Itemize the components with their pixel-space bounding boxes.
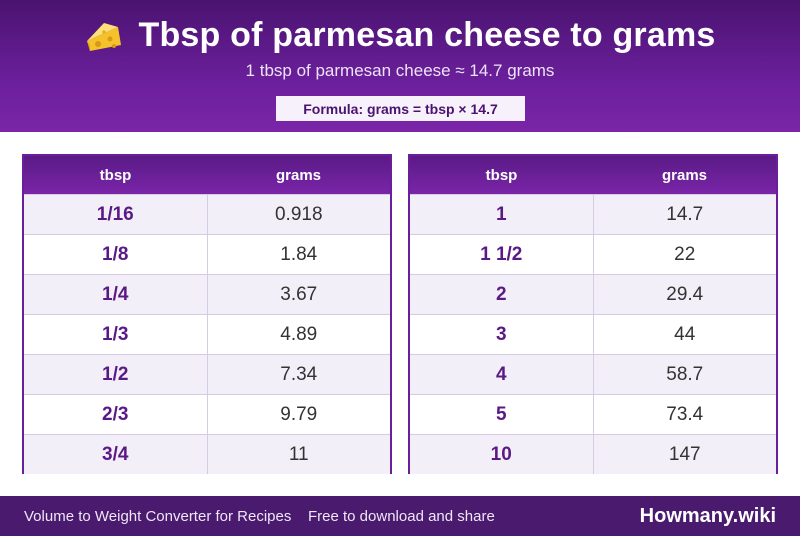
grams-cell: 44	[674, 323, 696, 345]
grams-cell: 7.34	[280, 363, 318, 385]
page-subtitle: 1 tbsp of parmesan cheese ≈ 14.7 grams	[245, 61, 555, 80]
table-row: 1/16 0.918	[24, 194, 390, 234]
column-header-tbsp: tbsp	[485, 166, 518, 184]
title-row: Tbsp of parmesan cheese to grams	[0, 14, 800, 56]
table-header: tbsp grams	[410, 156, 776, 194]
grams-cell: 147	[668, 443, 701, 465]
table-row: 2 29.4	[410, 274, 776, 314]
tbsp-cell: 1	[410, 195, 594, 234]
table-row: 3/4 11	[24, 434, 390, 474]
table-row: 1 1/2 22	[410, 234, 776, 274]
tbsp-cell: 2	[410, 275, 594, 314]
page-title: Tbsp of parmesan cheese to grams	[138, 15, 716, 54]
formula-badge: Formula: grams = tbsp × 14.7	[276, 96, 525, 121]
conversion-table-right: tbsp grams 1 14.7 1 1/2 22 2 29.4 3 44 4 58.7…	[408, 154, 778, 474]
grams-cell: 4.89	[280, 323, 318, 345]
grams-cell: 22	[674, 243, 696, 265]
tbsp-cell: 4	[410, 355, 594, 394]
table-row: 2/3 9.79	[24, 394, 390, 434]
tbsp-cell: 1/4	[24, 275, 208, 314]
table-row: 5 73.4	[410, 394, 776, 434]
column-header-grams: grams	[661, 166, 708, 184]
table-row: 1/4 3.67	[24, 274, 390, 314]
tbsp-cell: 1/16	[24, 195, 208, 234]
footer-bar: Volume to Weight Converter for Recipes F…	[0, 496, 800, 536]
tbsp-cell: 2/3	[24, 395, 208, 434]
cheese-icon	[84, 15, 124, 55]
table-row: 1/2 7.34	[24, 354, 390, 394]
conversion-table-left: tbsp grams 1/16 0.918 1/8 1.84 1/4 3.67 1/3…	[22, 154, 392, 474]
tbsp-cell: 1/2	[24, 355, 208, 394]
grams-cell: 0.918	[274, 203, 323, 225]
tbsp-cell: 3	[410, 315, 594, 354]
tbsp-cell: 1/3	[24, 315, 208, 354]
table-row: 1 14.7	[410, 194, 776, 234]
tbsp-cell: 1/8	[24, 235, 208, 274]
grams-cell: 11	[288, 443, 309, 465]
header-banner: Tbsp of parmesan cheese to grams 1 tbsp …	[0, 0, 800, 132]
tbsp-cell: 1 1/2	[410, 235, 594, 274]
grams-cell: 1.84	[280, 243, 318, 265]
footer-tagline: Volume to Weight Converter for Recipes	[24, 507, 292, 525]
grams-cell: 29.4	[666, 283, 704, 305]
grams-cell: 9.79	[280, 403, 318, 425]
column-header-grams: grams	[275, 166, 322, 184]
table-row: 10 147	[410, 434, 776, 474]
table-header: tbsp grams	[24, 156, 390, 194]
grams-cell: 14.7	[666, 203, 704, 225]
tbsp-cell: 5	[410, 395, 594, 434]
footer-share-text: Free to download and share	[308, 507, 495, 525]
tbsp-cell: 3/4	[24, 435, 208, 474]
grams-cell: 73.4	[666, 403, 704, 425]
column-header-tbsp: tbsp	[99, 166, 132, 184]
tbsp-cell: 10	[410, 435, 594, 474]
brand-logo-text[interactable]: Howmany.wiki	[639, 504, 776, 527]
grams-cell: 58.7	[666, 363, 704, 385]
table-row: 1/3 4.89	[24, 314, 390, 354]
grams-cell: 3.67	[280, 283, 318, 305]
table-row: 4 58.7	[410, 354, 776, 394]
table-row: 3 44	[410, 314, 776, 354]
table-row: 1/8 1.84	[24, 234, 390, 274]
